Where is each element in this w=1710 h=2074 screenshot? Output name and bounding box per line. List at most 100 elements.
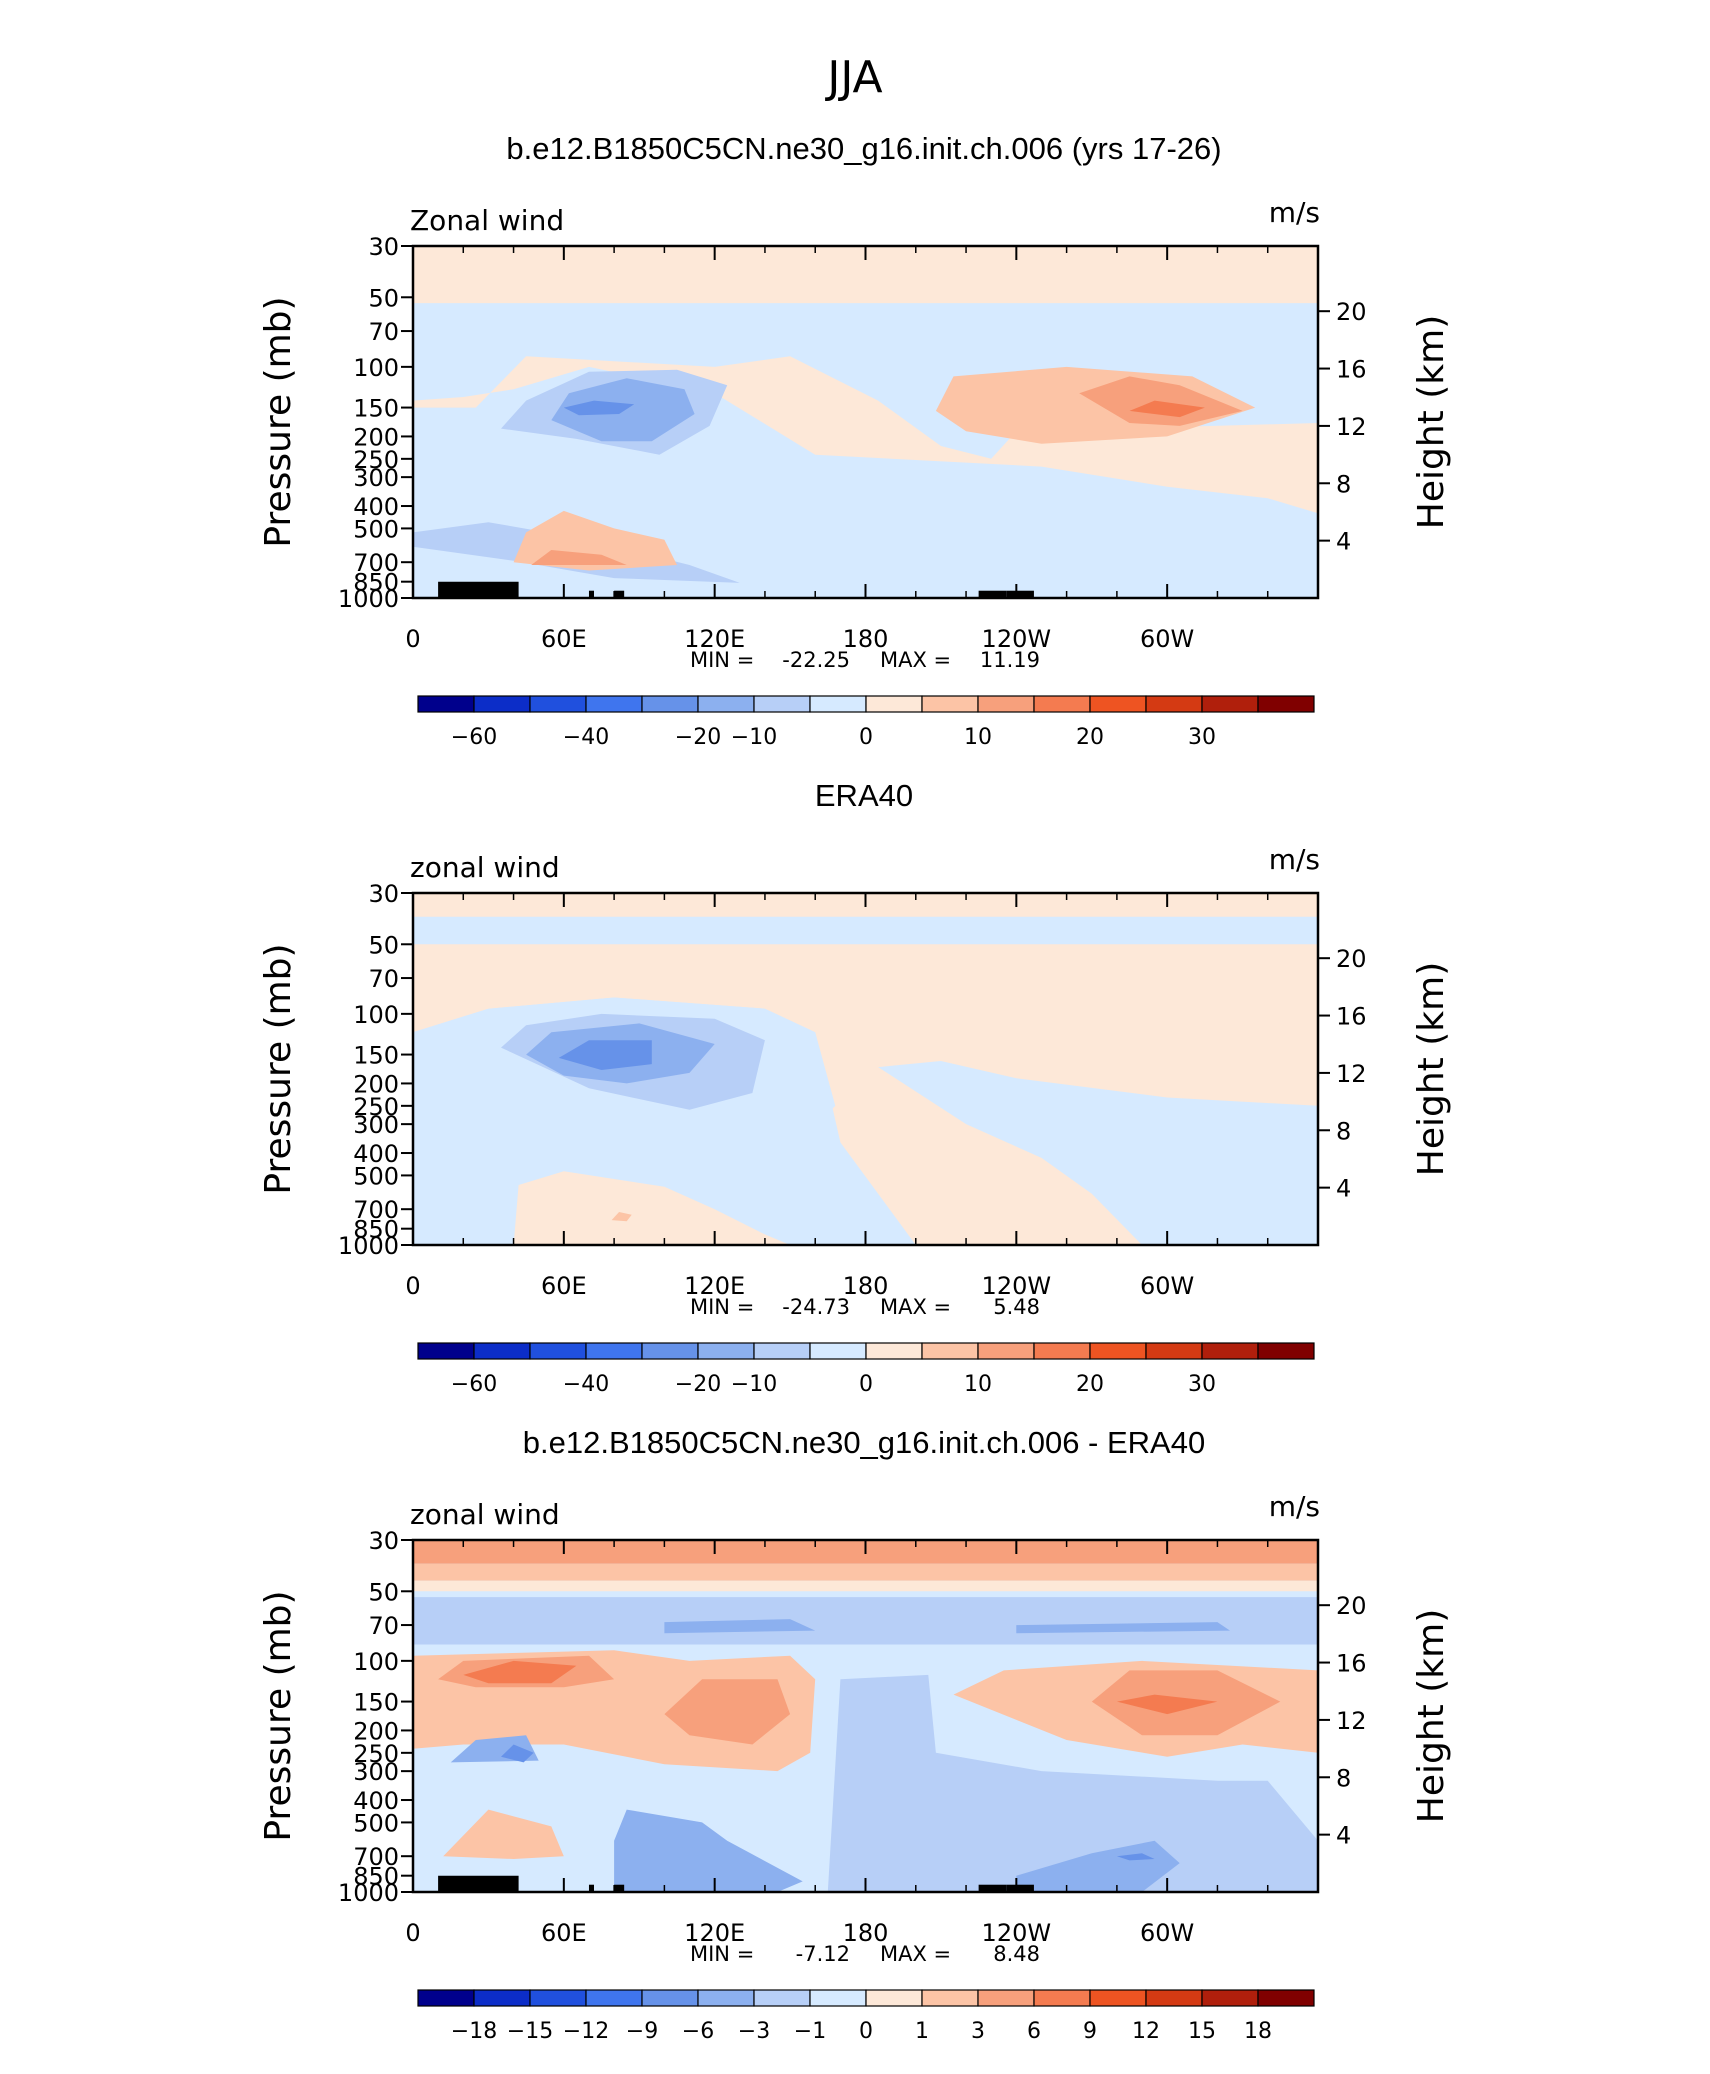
topography-mask: [438, 1875, 519, 1892]
variable-label: Zonal wind: [410, 204, 564, 237]
colorbar-box: [753, 1342, 811, 1360]
colorbar-box: [473, 1989, 531, 2007]
contour-band-0-0: [413, 246, 1318, 304]
y-tick-label: 500: [353, 515, 399, 543]
colorbar-box: [1145, 695, 1203, 713]
colorbar-box: [977, 695, 1035, 713]
units-label: m/s: [1269, 843, 1320, 876]
colorbar-label: −18: [451, 2019, 497, 2044]
units-label: m/s: [1269, 1490, 1320, 1523]
y-tick-label: 100: [353, 354, 399, 382]
y-tick-label: 300: [353, 1758, 399, 1786]
stats-min-value: -24.73: [782, 1295, 850, 1319]
colorbar-label: 6: [1027, 2019, 1041, 2044]
y-tick-label: 1000: [338, 585, 399, 613]
colorbar: −60 −40 −20 −10 0 10 20 30: [417, 1342, 1315, 1397]
y2-tick-label: 4: [1336, 1175, 1351, 1203]
colorbar-box: [1257, 1342, 1315, 1360]
y-tick-label: 250: [353, 446, 399, 474]
topography-block-1: [614, 1884, 625, 1892]
y2-tick-label: 16: [1336, 1650, 1367, 1678]
y-tick-label: 400: [353, 1140, 399, 1168]
contour-band-7-1: [1116, 1694, 1218, 1715]
x-tick-label: 60W: [1140, 1272, 1194, 1300]
colorbar-label: 30: [1188, 725, 1216, 750]
colorbar-label: −20: [675, 1372, 721, 1397]
x-tick-label: 120W: [982, 1272, 1052, 1300]
colorbar-label: 30: [1188, 1372, 1216, 1397]
contour-band-6-1: [664, 1679, 791, 1745]
stats-max-label: MAX =: [880, 648, 951, 672]
panel-title: ERA40: [815, 778, 913, 813]
contour-band-0-1: [413, 356, 1318, 514]
colorbar-label: −3: [738, 2019, 770, 2044]
x-tick-label: 60W: [1140, 1919, 1194, 1947]
y-tick-label: 850: [353, 569, 399, 597]
y2-tick-label: 12: [1336, 413, 1367, 441]
y-tick-label: 100: [353, 1648, 399, 1676]
y-tick-label: 200: [353, 423, 399, 451]
colorbar-box: [865, 1989, 923, 2007]
colorbar-box: [1089, 1989, 1147, 2007]
colorbar-box: [1033, 1342, 1091, 1360]
colorbar-label: 0: [859, 725, 873, 750]
colorbar-box: [585, 1989, 643, 2007]
colorbar-label: 1: [915, 2019, 929, 2044]
x-tick-label: 120E: [684, 625, 745, 653]
colorbar-box: [1201, 1342, 1259, 1360]
colorbar-box: [417, 1989, 475, 2007]
colorbar-box: [921, 1342, 979, 1360]
x-tick-label: 60E: [541, 1272, 587, 1300]
y-tick-label: 250: [353, 1740, 399, 1768]
x-tick-label: 0: [405, 625, 420, 653]
colorbar-box: [529, 695, 587, 713]
y-tick-label: 300: [353, 464, 399, 492]
y-tick-label: 30: [368, 1527, 399, 1555]
colorbar: −18 −15 −12 −9 −6 −3 −1 0 1 3 6 9 12 15 18: [417, 1989, 1315, 2044]
colorbar-box: [977, 1989, 1035, 2007]
y2-tick-label: 8: [1336, 1764, 1351, 1792]
contour-band-7-0: [463, 1660, 577, 1684]
y-tick-label: 1000: [338, 1232, 399, 1260]
y2-tick-label: 16: [1336, 356, 1367, 384]
y-tick-label: 50: [368, 931, 399, 959]
figure-season-title: JJA: [824, 52, 882, 103]
y-tick-label: 100: [353, 1001, 399, 1029]
y2-tick-label: 20: [1336, 1592, 1367, 1620]
colorbar: −60 −40 −20 −10 0 10 20 30: [417, 695, 1315, 750]
colorbar-box: [529, 1989, 587, 2007]
y-tick-label: 700: [353, 1843, 399, 1871]
x-tick-label: 180: [843, 1919, 889, 1947]
colorbar-label: −6: [682, 2019, 714, 2044]
topography-mask: [438, 581, 519, 598]
panel-title: b.e12.B1850C5CN.ne30_g16.init.ch.006 - E…: [523, 1425, 1205, 1460]
y-tick-label: 850: [353, 1863, 399, 1891]
colorbar-label: −40: [563, 725, 609, 750]
colorbar-label: −40: [563, 1372, 609, 1397]
contour-band-1-1: [413, 944, 1318, 963]
contour-band-8-1: [614, 1809, 803, 1892]
contour-band-2-0: [413, 1580, 1318, 1592]
x-tick-label: 120W: [982, 625, 1052, 653]
colorbar-label: 12: [1132, 2019, 1160, 2044]
colorbar-box: [809, 1342, 867, 1360]
y-tick-label: 50: [368, 284, 399, 312]
contour-band-2-2: [878, 1061, 1318, 1245]
colorbar-box: [1089, 695, 1147, 713]
colorbar-box: [1145, 1342, 1203, 1360]
colorbar-box: [697, 1989, 755, 2007]
colorbar-box: [753, 1989, 811, 2007]
variable-label: zonal wind: [410, 1498, 560, 1531]
panel-2: ERA40 zonal wind m/s 0 60E 120E 180 120W 60W 30 50…: [258, 778, 1452, 1397]
colorbar-box: [1089, 1342, 1147, 1360]
x-tick-label: 60E: [541, 1919, 587, 1947]
colorbar-box: [417, 1342, 475, 1360]
topography-block-3: [1006, 1884, 1034, 1892]
y2-tick-label: 20: [1336, 945, 1367, 973]
y-tick-label: 50: [368, 1578, 399, 1606]
colorbar-label: 9: [1083, 2019, 1097, 2044]
y2-axis-label: Height (km): [1411, 315, 1452, 529]
panel-1: b.e12.B1850C5CN.ne30_g16.init.ch.006 (yr…: [258, 131, 1452, 750]
colorbar-box: [1033, 695, 1091, 713]
y2-tick-label: 4: [1336, 1822, 1351, 1850]
